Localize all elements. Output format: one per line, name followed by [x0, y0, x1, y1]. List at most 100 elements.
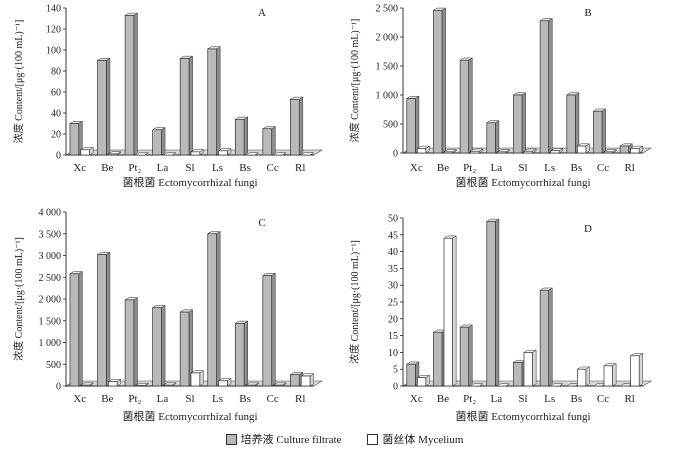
legend-item-culture-filtrate: 培养液 Culture filtrate [225, 431, 341, 447]
x-category-label: La [491, 393, 503, 405]
y-tick-label: 120 [46, 25, 61, 36]
bar-culture-filtrate-3-side [495, 218, 500, 387]
bar-mycelium-8 [300, 373, 315, 387]
y-tick-label: 0 [56, 151, 61, 162]
bar-mycelium-6 [576, 366, 591, 387]
bar-culture-filtrate-6-front [234, 118, 245, 156]
bar-culture-filtrate-7-front [262, 275, 273, 387]
bar-culture-filtrate-7-side [601, 108, 606, 154]
bar-culture-filtrate-2-front [459, 326, 470, 387]
bar-mycelium-4-front [523, 352, 533, 387]
bar-mycelium-8-top [300, 152, 315, 156]
bar-mycelium-7 [603, 363, 618, 387]
bar-culture-filtrate-8-front [290, 98, 300, 156]
x-category-label: Bs [571, 162, 583, 174]
bar-mycelium-4 [190, 370, 205, 387]
x-category-label: Pt₂ [128, 393, 141, 405]
y-tick-label: 3 500 [39, 229, 62, 240]
bar-culture-filtrate-3-front [486, 221, 496, 387]
bar-mycelium-1-front [443, 151, 453, 154]
x-category-label: Pt₂ [463, 162, 476, 174]
bar-mycelium-6 [245, 382, 260, 387]
bar-culture-filtrate-7-side [271, 126, 276, 156]
bar-culture-filtrate-0-front [69, 123, 80, 156]
bar-mycelium-7 [272, 152, 287, 156]
bar-culture-filtrate-2-front [124, 14, 135, 156]
bar-mycelium-4-front [523, 150, 533, 154]
bar-mycelium-5 [549, 383, 564, 387]
bar-culture-filtrate-0-front [69, 273, 80, 387]
y-tick-label: 1 000 [376, 91, 399, 102]
bar-mycelium-4-side [532, 349, 537, 387]
chart-panel-a: 0 20 40 60 80 100 120 140 Xc Be Pt₂ La Sl Ls Bs Cc Rl A 菌根… [12, 4, 324, 189]
legend-swatch-culture-filtrate [225, 433, 237, 445]
x-category-label: Xc [410, 393, 423, 405]
bar-mycelium-4 [523, 148, 538, 154]
x-axis-title: 菌根菌 Ectomycorrhizal fungi [122, 175, 257, 189]
bar-culture-filtrate-8 [289, 96, 304, 156]
bar-culture-filtrate-3-side [495, 120, 500, 154]
bar-culture-filtrate-1-side [106, 251, 111, 387]
y-tick-label: 0 [56, 382, 61, 393]
x-category-label: La [157, 162, 169, 174]
x-category-label: Be [437, 162, 449, 174]
bar-mycelium-2 [469, 148, 484, 154]
bar-culture-filtrate-2 [459, 57, 474, 154]
legend: 培养液 Culture filtrate 菌丝体 Mycelium [0, 430, 689, 448]
legend-item-mycelium: 菌丝体 Mycelium [367, 431, 463, 447]
bar-culture-filtrate-0-front [406, 98, 416, 154]
bar-mycelium-1-side [452, 235, 457, 387]
bar-mycelium-3-front [496, 151, 507, 154]
x-category-label: Be [101, 162, 113, 174]
bar-culture-filtrate-1-front [433, 9, 443, 154]
bar-culture-filtrate-4-side [188, 55, 193, 156]
y-tick-label: 40 [51, 109, 61, 120]
bar-culture-filtrate-3-front [152, 129, 162, 156]
y-axis-title: 浓度 Content/[μg·(100 mL)⁻¹] [12, 20, 25, 144]
bar-culture-filtrate-6-front [566, 94, 576, 154]
bar-mycelium-0-front [416, 377, 427, 387]
bar-mycelium-7 [603, 149, 618, 154]
bar-culture-filtrate-2 [124, 12, 139, 156]
bar-mycelium-7 [272, 382, 287, 387]
x-category-label: Rl [295, 393, 305, 405]
bar-mycelium-6-top [245, 152, 260, 156]
bar-culture-filtrate-1 [96, 57, 111, 156]
bar-mycelium-8 [629, 145, 644, 154]
bar-mycelium-2 [135, 152, 150, 156]
y-tick-label: 1 000 [39, 338, 62, 349]
bar-mycelium-6 [245, 152, 260, 156]
y-tick-label: 4 000 [39, 208, 62, 219]
bar-culture-filtrate-0-side [415, 95, 420, 154]
bar-mycelium-3 [162, 382, 177, 387]
bar-culture-filtrate-7 [261, 272, 277, 387]
bar-culture-filtrate-5 [539, 287, 554, 387]
bar-culture-filtrate-7-side [271, 272, 276, 387]
bar-culture-filtrate-2-front [124, 299, 135, 387]
bar-mycelium-0 [416, 145, 431, 154]
y-tick-label: 35 [388, 264, 398, 275]
bar-mycelium-4 [190, 149, 205, 156]
bar-culture-filtrate-3-front [152, 307, 162, 387]
x-category-label: Xc [73, 162, 86, 174]
y-tick-label: 15 [388, 331, 398, 342]
bar-mycelium-8-front [630, 148, 640, 154]
x-category-label: Xc [73, 393, 86, 405]
bar-culture-filtrate-7-front [593, 110, 603, 154]
legend-label-mycelium: 菌丝体 Mycelium [382, 434, 464, 446]
chart-panel-c: 0 500 1 000 1 500 2 000 2 500 3 000 3 500 4 000 X… [12, 208, 324, 423]
bar-mycelium-5-front [218, 150, 228, 156]
bar-culture-filtrate-4 [512, 359, 527, 387]
x-category-label: Ls [212, 162, 223, 174]
bar-culture-filtrate-4-front [179, 311, 190, 387]
y-tick-label: 140 [46, 4, 61, 15]
bar-culture-filtrate-5-side [216, 46, 221, 156]
chart-panel-d: 0 5 10 15 20 25 30 35 40 45 50 Xc Be Pt₂ La Sl Ls Bs Cc Rl D… [348, 214, 653, 423]
bar-culture-filtrate-5 [206, 46, 222, 156]
y-tick-label: 3 000 [39, 251, 62, 262]
bar-mycelium-4-front [190, 372, 201, 387]
bar-culture-filtrate-0-front [406, 363, 416, 387]
x-category-label: Cc [267, 162, 279, 174]
bar-culture-filtrate-8-front [619, 145, 630, 154]
bar-culture-filtrate-1-side [106, 57, 111, 156]
